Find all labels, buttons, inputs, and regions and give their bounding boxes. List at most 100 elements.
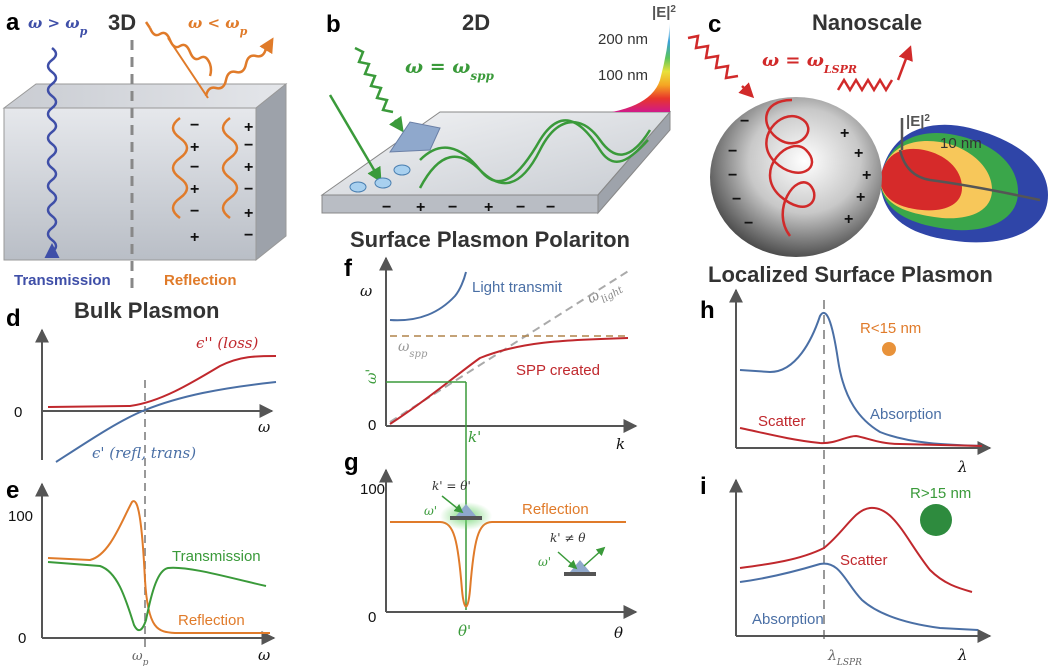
panel-letter-d: d <box>6 305 21 332</box>
reflection-label: Reflection <box>164 272 237 289</box>
h-size-label: R<15 nm <box>860 320 921 337</box>
svg-text:+: + <box>244 205 253 222</box>
metal-slab-front <box>321 194 599 214</box>
h-absorption-curve <box>739 311 983 447</box>
refl-trans-label: ϵ' (refl, trans) <box>92 444 196 462</box>
metal-box-top <box>2 83 288 109</box>
incident-zigzag-b <box>354 46 394 114</box>
e-transmission-curve <box>47 561 267 632</box>
e-reflection-label: Reflection <box>178 612 245 629</box>
svg-text:−: − <box>728 167 737 184</box>
svg-text:−: − <box>744 215 753 232</box>
depth-10nm: 10 nm <box>940 135 982 152</box>
i-absorption-curve <box>739 562 979 631</box>
panel-i: i λ Scatter Absorption R>15 nm λLSPR <box>700 473 992 666</box>
transmission-wave <box>46 47 58 253</box>
i-absorption-label: Absorption <box>752 611 824 628</box>
k-prime-label: k' <box>468 428 481 446</box>
i-scatter-curve <box>739 506 973 593</box>
lspr-oscillation-wave <box>765 98 816 237</box>
panel-letter-g: g <box>344 449 359 476</box>
i-size-label: R>15 nm <box>910 485 971 502</box>
f-y0: 0 <box>368 417 376 434</box>
panel-letter-a: a <box>6 9 20 36</box>
k-eq-theta-label: k' = θ' <box>432 479 471 493</box>
panel-a-title: 3D <box>108 10 136 35</box>
panel-letter-c: c <box>708 11 721 38</box>
svg-text:+: + <box>190 229 199 246</box>
metal-box-side <box>255 82 287 262</box>
svg-text:−: − <box>728 143 737 160</box>
lspr-tick: λLSPR <box>827 648 862 666</box>
svg-text:−: − <box>546 199 555 216</box>
scattered-zigzag-c <box>836 77 894 93</box>
svg-text:−: − <box>382 199 391 216</box>
omega-spp-label: ωspp <box>398 339 428 360</box>
incident-wave-orange <box>167 37 209 99</box>
g-y0: 0 <box>368 609 376 626</box>
field-decay-curve-c <box>898 149 1041 202</box>
svg-text:+: + <box>840 125 849 142</box>
panel-letter-i: i <box>700 473 707 500</box>
panel-letter-b: b <box>326 11 341 38</box>
svg-text:−: − <box>740 113 749 130</box>
spp-created-label: SPP created <box>516 362 600 379</box>
field-decay-profile <box>612 22 670 112</box>
d-zero-tick: 0 <box>14 404 22 421</box>
panel-letter-h: h <box>700 297 715 324</box>
lsp-title: Localized Surface Plasmon <box>708 262 993 287</box>
omega-prime-inset-2: ω' <box>538 555 551 569</box>
i-x-label: λ <box>957 646 968 664</box>
spp-wave-2 <box>419 119 649 183</box>
d-x-label: ω <box>258 418 270 436</box>
omega-prime-inset-1: ω' <box>424 504 437 518</box>
g-x-label: θ <box>614 624 623 642</box>
depth-100nm: 100 nm <box>598 67 648 84</box>
panel-h: h λ Scatter Absorption R<15 nm <box>700 288 992 640</box>
epsilon-loss-curve <box>47 355 277 408</box>
e-transmission-label: Transmission <box>172 548 261 565</box>
depth-200nm: 200 nm <box>598 31 648 48</box>
spp-title: Surface Plasmon Polariton <box>350 227 630 252</box>
h-scatter-curve <box>739 427 983 447</box>
loss-label: ϵ'' (loss) <box>196 334 258 352</box>
omega-light-label: ωlight <box>585 276 626 312</box>
nanoparticle-sphere <box>710 97 882 257</box>
charge-signs-b: − + − + − − <box>382 199 555 216</box>
large-particle-icon <box>920 504 952 536</box>
svg-text:+: + <box>244 119 253 136</box>
svg-text:−: − <box>190 159 199 176</box>
panel-letter-f: f <box>344 255 353 282</box>
panel-a: a ω > ωp 3D ω < ωp − + + − − + + − − + + − <box>2 9 288 290</box>
svg-text:−: − <box>190 203 199 220</box>
e-omega-p-tick: ωp <box>132 649 149 666</box>
panel-b: b 2D ω = ωspp |E|2 200 nm 100 nm − + − + − − … <box>320 4 676 252</box>
incident-zigzag-c <box>687 34 739 80</box>
prism <box>389 121 441 153</box>
omega-prime-label: ω' <box>364 369 380 384</box>
panel-letter-e: e <box>6 477 19 504</box>
panel-e: e 100 0 Transmission Reflection ωp ω <box>6 470 276 666</box>
spp-wave-1 <box>418 120 652 189</box>
panel-d: d Bulk Plasmon 0 ω ϵ'' (loss) ϵ' (refl, … <box>6 298 277 470</box>
svg-text:+: + <box>190 139 199 156</box>
e-x-label: ω <box>258 646 270 664</box>
charge-signs-a: − + + − − + + − − + + − <box>190 117 253 246</box>
field-label-c: |E|2 <box>906 113 930 131</box>
small-particle-icon <box>882 342 896 356</box>
svg-text:+: + <box>844 211 853 228</box>
transmission-label: Transmission <box>14 272 111 289</box>
h-scatter-label: Scatter <box>758 413 806 430</box>
h-x-label: λ <box>957 458 968 476</box>
svg-text:+: + <box>416 199 425 216</box>
g-reflection-curve <box>390 521 626 608</box>
panel-c-title: Nanoscale <box>812 10 922 35</box>
panel-c: c Nanoscale ω = ωLSPR |E|2 10 nm −−− −− … <box>687 10 1048 287</box>
svg-text:−: − <box>244 137 253 154</box>
svg-text:+: + <box>190 181 199 198</box>
svg-text:−: − <box>244 181 253 198</box>
light-transmit-label: Light transmit <box>472 279 563 296</box>
theta-prime-label: θ' <box>458 622 471 640</box>
svg-text:+: + <box>854 145 863 162</box>
